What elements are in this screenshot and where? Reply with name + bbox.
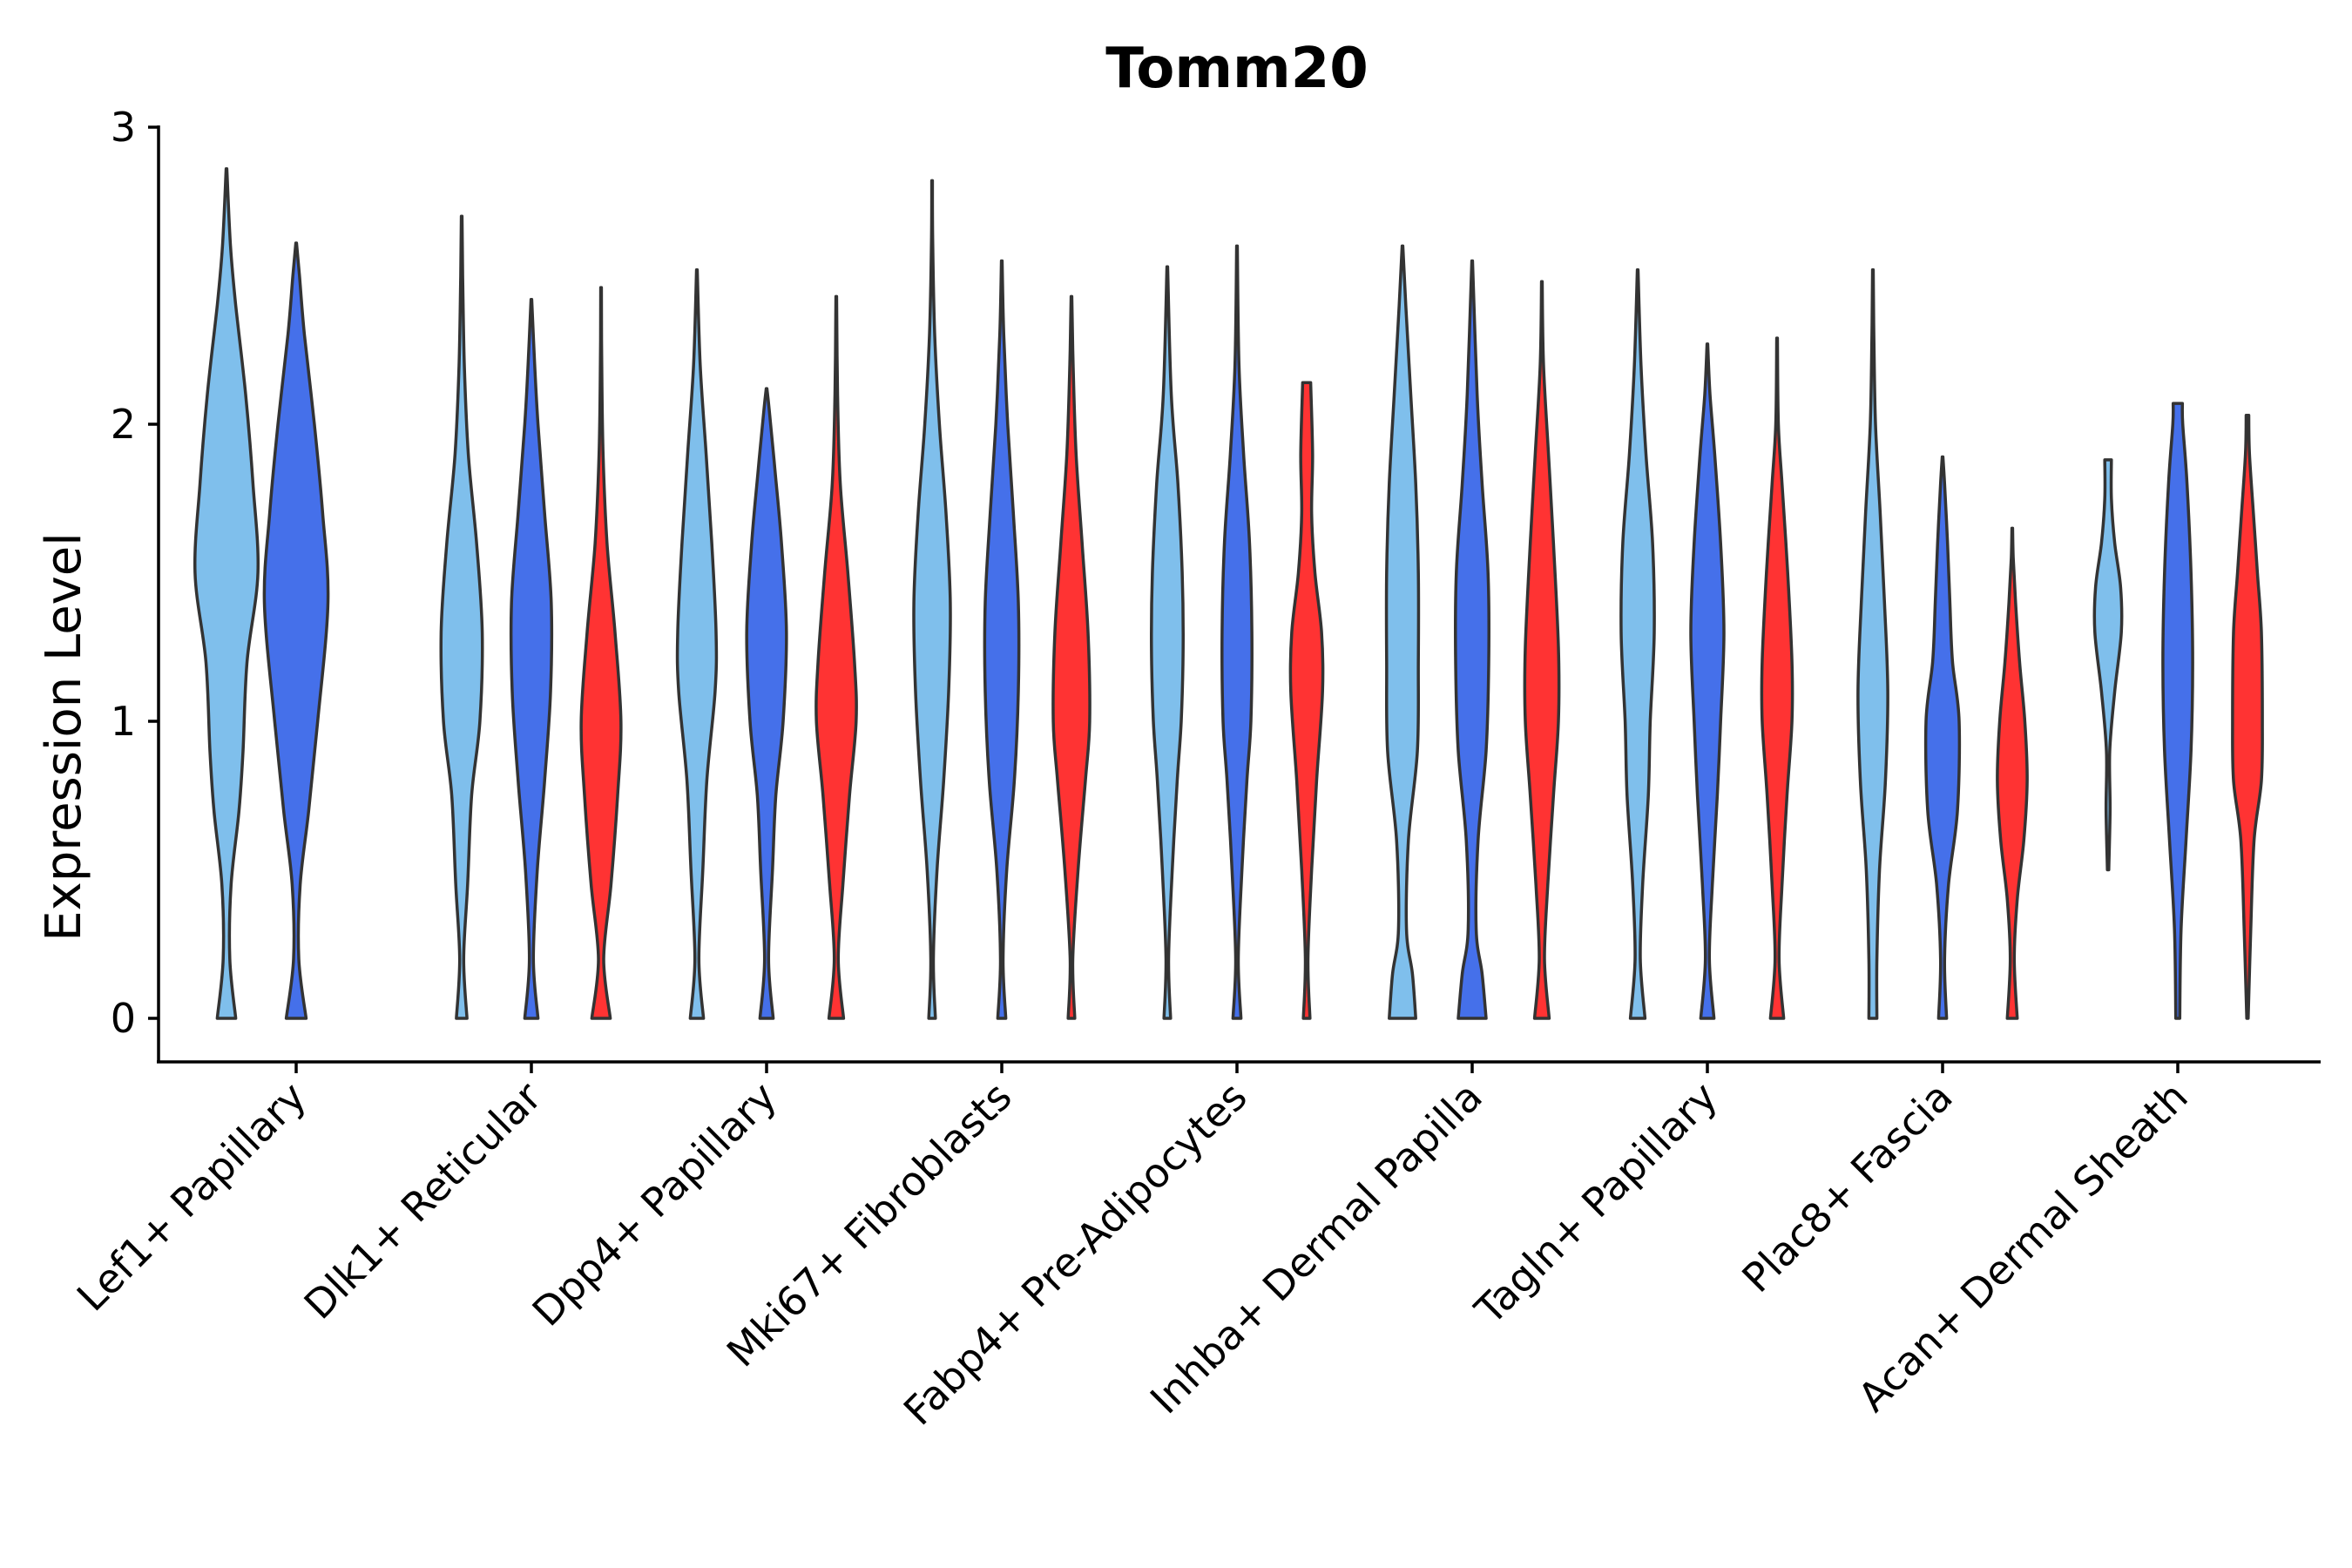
violin-inhba-dermal-papilla-group1 [1384,244,1421,1020]
violin-plac8-fascia-group1 [1856,267,1889,1020]
x-tick-label-lef1-papillary: Lef1+ Papillary [68,1073,315,1321]
violin-tagln-papillary-group3 [1760,336,1794,1020]
violin-plac8-fascia-group3 [1996,526,2029,1020]
violin-dlk1-reticular-group2 [509,298,554,1020]
y-tick-label-1: 1 [111,698,136,745]
y-tick-label-2: 2 [111,401,136,448]
violin-tagln-papillary-group1 [1619,267,1656,1020]
violin-plac8-fascia-group2 [1923,455,1962,1020]
violin-fabp4-pre-adipocytes-group1 [1149,265,1186,1020]
y-tick-label-3: 3 [111,104,136,151]
violin-tagln-papillary-group2 [1689,342,1726,1020]
axes-group [157,125,2321,1064]
violin-acan-dermal-sheath-group2 [2161,402,2194,1020]
x-tick-label-plac8-fascia: Plac8+ Fascia [1733,1073,1961,1301]
y-ticks-group: 0 1 2 3 [111,104,159,1042]
violin-mki67-fibroblasts-group3 [1051,294,1092,1020]
chart-title: Tomm20 [1105,37,1369,101]
violin-dpp4-papillary-group1 [675,267,719,1020]
violins-group [193,166,2264,1020]
violin-dpp4-papillary-group2 [745,387,788,1020]
violin-fabp4-pre-adipocytes-group3 [1288,381,1325,1020]
violin-lef1-papillary-group1 [193,166,260,1020]
violin-dlk1-reticular-group3 [579,286,623,1020]
violin-inhba-dermal-papilla-group2 [1453,259,1491,1020]
violin-mki67-fibroblasts-group2 [983,259,1021,1020]
violin-lef1-papillary-group2 [262,241,330,1020]
violin-dpp4-papillary-group3 [814,294,858,1020]
violin-acan-dermal-sheath-group1 [2092,458,2124,872]
y-axis-label: Expression Level [36,532,92,942]
violin-fabp4-pre-adipocytes-group2 [1220,244,1254,1020]
violin-acan-dermal-sheath-group3 [2231,414,2264,1020]
y-tick-label-0: 0 [111,995,136,1042]
x-tick-label-dlk1-reticular: Dlk1+ Reticular [295,1073,551,1328]
violin-inhba-dermal-papilla-group3 [1523,280,1561,1020]
violin-mki67-fibroblasts-group1 [912,179,952,1020]
x-tick-label-dpp4-papillary: Dpp4+ Papillary [524,1073,786,1335]
x-tick-label-tagln-papillary: Tagln+ Papillary [1465,1073,1727,1335]
violin-dlk1-reticular-group1 [439,214,484,1020]
